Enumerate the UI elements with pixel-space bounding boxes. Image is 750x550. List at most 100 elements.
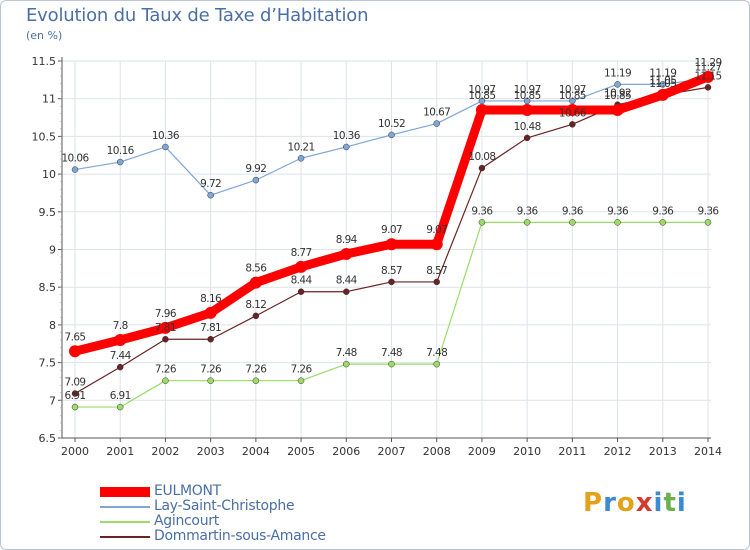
- data-label: 7.26: [245, 364, 267, 376]
- logo-letter: t: [663, 488, 677, 518]
- y-tick-label: 11.5: [32, 55, 57, 68]
- data-label: 9.36: [698, 205, 720, 217]
- data-label: 10.97: [559, 84, 586, 96]
- data-label: 9.72: [200, 178, 221, 190]
- data-point: [523, 97, 531, 105]
- data-point: [566, 104, 579, 117]
- data-label: 8.12: [245, 299, 266, 311]
- data-label: 7.09: [65, 377, 86, 389]
- data-label: 9.07: [426, 224, 447, 236]
- legend-label-agincourt: Agincourt: [154, 513, 219, 529]
- data-point: [475, 104, 488, 117]
- y-tick-label: 10: [42, 168, 56, 181]
- data-point: [207, 335, 214, 343]
- data-point: [523, 219, 531, 226]
- data-label: 10.97: [468, 84, 495, 96]
- data-label: 8.94: [336, 234, 358, 246]
- data-point: [207, 191, 214, 199]
- data-label: 7.26: [291, 364, 313, 376]
- data-label: 10.67: [423, 107, 450, 119]
- data-label: 7.8: [113, 320, 128, 332]
- data-point: [116, 363, 124, 371]
- data-label: 7.44: [110, 350, 132, 362]
- data-label: 11.19: [649, 67, 676, 79]
- line-chart: 6.5 7 7.5 8 8.5 9 9.5 10 10.5 11 11.5 2000 2001 2002 2…: [32, 55, 723, 458]
- data-point: [569, 97, 576, 105]
- data-label: 9.36: [652, 205, 674, 217]
- data-point: [297, 288, 305, 295]
- data-label: 9.92: [245, 163, 266, 175]
- data-point: [704, 84, 712, 91]
- logo-letter: r: [603, 488, 617, 518]
- data-point: [204, 306, 217, 319]
- data-point: [659, 219, 667, 226]
- data-label: 10.08: [468, 151, 495, 163]
- data-label: 9.36: [517, 205, 539, 217]
- data-label: 8.56: [245, 263, 267, 275]
- legend-label-dommartin-sous-amance: Dommartin-sous-Amance: [154, 528, 326, 544]
- logo-letter: i: [676, 488, 687, 518]
- legend-swatch-agincourt: [100, 521, 150, 523]
- data-point: [523, 134, 531, 142]
- data-label: 10.21: [288, 141, 315, 153]
- x-tick-label: 2005: [287, 445, 315, 458]
- y-tick-label: 7: [49, 394, 56, 407]
- x-tick-label: 2007: [378, 445, 406, 458]
- data-point: [162, 377, 169, 384]
- data-label: 7.48: [381, 347, 402, 359]
- data-point: [614, 81, 621, 88]
- data-label: 10.97: [514, 84, 541, 96]
- x-tick-label: 2008: [423, 445, 451, 458]
- data-label: 8.16: [200, 293, 222, 305]
- y-tick-label: 6.5: [39, 432, 57, 445]
- x-tick-label: 2001: [106, 445, 134, 458]
- data-point: [71, 403, 79, 411]
- legend-item-dommartin-sous-amance: Dommartin-sous-Amance: [100, 528, 400, 545]
- data-point: [430, 238, 443, 251]
- data-label: 9.36: [562, 205, 584, 217]
- data-label: 8.57: [426, 265, 447, 277]
- data-label: 11.27: [694, 61, 721, 73]
- data-label: 8.77: [291, 247, 312, 259]
- data-point: [297, 155, 305, 162]
- data-point: [388, 131, 395, 139]
- data-point: [659, 81, 667, 88]
- data-point: [71, 390, 79, 397]
- y-tick-label: 10.5: [32, 130, 57, 143]
- data-point: [297, 377, 305, 384]
- y-tick-label: 8.5: [39, 281, 57, 294]
- data-label: 10.92: [604, 88, 631, 100]
- data-point: [343, 288, 350, 295]
- data-point: [252, 176, 260, 184]
- data-point: [207, 377, 214, 384]
- data-point: [252, 377, 260, 384]
- data-point: [71, 166, 79, 173]
- data-point: [159, 321, 172, 334]
- x-tick-label: 2014: [694, 445, 722, 458]
- chart-unit: (en %): [26, 29, 63, 42]
- data-label: 9.36: [471, 205, 493, 217]
- y-tick-label: 9.5: [39, 206, 57, 219]
- x-tick-label: 2004: [242, 445, 270, 458]
- data-label: 10.06: [61, 153, 89, 165]
- data-label: 10.36: [152, 130, 180, 142]
- data-point: [388, 278, 395, 286]
- data-point: [433, 278, 440, 286]
- x-tick-label: 2002: [151, 445, 179, 458]
- data-label: 7.48: [426, 347, 447, 359]
- logo-letter: x: [635, 488, 654, 518]
- data-point: [478, 219, 486, 226]
- data-point: [252, 312, 260, 320]
- x-tick-label: 2000: [61, 445, 89, 458]
- data-label: 7.26: [200, 364, 222, 376]
- x-tick-label: 2013: [649, 445, 677, 458]
- data-point: [385, 238, 398, 251]
- data-point: [704, 219, 712, 226]
- data-point: [614, 219, 621, 226]
- data-point: [656, 88, 669, 101]
- data-label: 11.29: [694, 57, 721, 69]
- data-point: [611, 104, 624, 117]
- data-point: [478, 97, 486, 105]
- data-label: 8.44: [291, 275, 313, 287]
